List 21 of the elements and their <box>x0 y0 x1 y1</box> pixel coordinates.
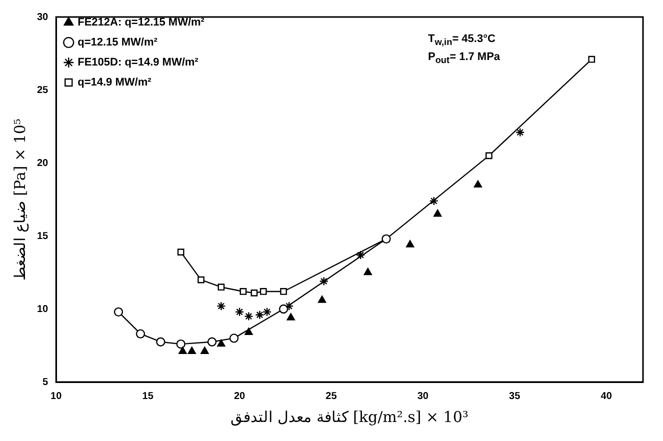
annotation: T$_{w,in}$= 45.3°C <box>428 32 496 50</box>
x-tick-label: 15 <box>142 390 154 402</box>
x-axis-title: كثافة معدل التدفق [kg/m².s] × 10³ <box>230 408 468 426</box>
legend-label: q=12.15 MW/m² <box>78 36 158 49</box>
x-tick-label: 10 <box>50 390 62 402</box>
y-tick-label: 15 <box>37 230 49 242</box>
legend-label: q=14.9 MW/m² <box>78 76 152 89</box>
x-tick-label: 25 <box>326 390 338 402</box>
x-tick-label: 35 <box>509 390 521 402</box>
y-tick-label: 25 <box>37 84 49 96</box>
legend-label: FE105D: q=14.9 MW/m² <box>78 56 199 69</box>
x-tick-label: 30 <box>417 390 429 402</box>
y-tick-label: 5 <box>42 376 49 388</box>
y-tick-label: 20 <box>37 158 49 169</box>
x-tick-label: 40 <box>600 390 612 402</box>
x-tick-label: 20 <box>234 390 246 402</box>
y-tick-label: 30 <box>37 12 49 23</box>
y-axis-title: ضياع الضغط [Pa] × 10⁵ <box>10 118 29 280</box>
annotation: P$_{out}$= 1.7 MPa <box>428 50 500 68</box>
y-tick-label: 10 <box>37 304 49 315</box>
legend-label: FE212A: q=12.15 MW/m² <box>78 16 205 29</box>
